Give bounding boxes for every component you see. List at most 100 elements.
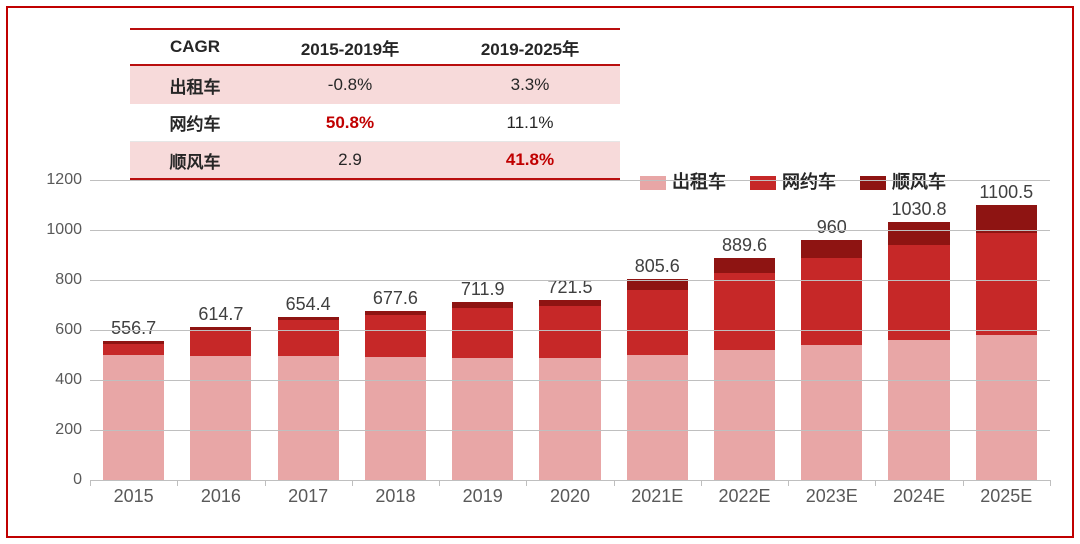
x-tick (875, 480, 876, 486)
x-tick (788, 480, 789, 486)
bar-segment-ride (627, 290, 688, 355)
x-axis-label: 2015 (90, 486, 177, 507)
y-tick-label: 800 (55, 271, 82, 289)
gridline (90, 280, 1050, 281)
stacked-bar: 677.6 (365, 311, 426, 481)
bar-total-label: 614.7 (198, 304, 243, 325)
bar-segment-ride (190, 330, 251, 356)
x-axis-label: 2020 (526, 486, 613, 507)
bar-segment-taxi (714, 350, 775, 480)
x-tick (701, 480, 702, 486)
bar-segment-taxi (278, 356, 339, 480)
x-axis-labels: 2015201620172018201920202021E2022E2023E2… (90, 486, 1050, 507)
bar-total-label: 654.4 (286, 294, 331, 315)
chart-plot-area: 556.7 614.7 654.4 677.6 711.9 721.5 805.6 889.6… (90, 180, 1050, 480)
stacked-bar: 1030.8 (888, 222, 949, 480)
bar-segment-ride (801, 258, 862, 346)
bar-segment-taxi (976, 335, 1037, 480)
x-axis-label: 2025E (963, 486, 1050, 507)
cagr-row-p2: 41.8% (440, 150, 620, 170)
bar-segment-ride (976, 233, 1037, 336)
stacked-bar: 721.5 (539, 300, 600, 480)
x-tick (439, 480, 440, 486)
gridline (90, 430, 1050, 431)
bar-segment-taxi (627, 355, 688, 480)
x-axis-label: 2019 (439, 486, 526, 507)
x-axis-label: 2023E (788, 486, 875, 507)
bar-segment-hitch (976, 205, 1037, 233)
x-tick (90, 480, 91, 486)
y-tick-label: 600 (55, 321, 82, 339)
bar-segment-ride (103, 344, 164, 356)
x-tick (352, 480, 353, 486)
bar-segment-taxi (888, 340, 949, 480)
x-tick (265, 480, 266, 486)
gridline (90, 380, 1050, 381)
bar-total-label: 556.7 (111, 318, 156, 339)
y-tick-label: 0 (73, 471, 82, 489)
cagr-row-p2: 3.3% (440, 75, 620, 95)
bar-segment-ride (888, 245, 949, 340)
bar-segment-hitch (714, 258, 775, 273)
x-tick (1050, 480, 1051, 486)
y-tick-label: 1200 (46, 171, 82, 189)
x-axis-label: 2024E (875, 486, 962, 507)
cagr-row-p2: 11.1% (440, 113, 620, 133)
x-tick (614, 480, 615, 486)
bar-segment-ride (539, 306, 600, 357)
bar-total-label: 1030.8 (891, 199, 946, 220)
bar-segment-taxi (801, 345, 862, 480)
cagr-header-c2: 2015-2019年 (260, 35, 440, 60)
bar-segment-ride (714, 273, 775, 351)
gridline (90, 180, 1050, 181)
cagr-header-c1: CAGR (130, 37, 260, 57)
stacked-bar: 1100.5 (976, 205, 1037, 480)
y-tick-label: 200 (55, 421, 82, 439)
stacked-bar: 711.9 (452, 302, 513, 480)
x-axis-label: 2021E (614, 486, 701, 507)
stacked-bar: 960 (801, 240, 862, 480)
gridline (90, 330, 1050, 331)
bar-total-label: 711.9 (461, 279, 505, 300)
cagr-row-name: 网约车 (130, 110, 260, 135)
x-tick (526, 480, 527, 486)
gridline (90, 480, 1050, 481)
gridline (90, 230, 1050, 231)
stacked-bar: 654.4 (278, 317, 339, 481)
bar-segment-taxi (190, 356, 251, 481)
bar-segment-ride (365, 315, 426, 357)
stacked-bar: 889.6 (714, 258, 775, 481)
bar-total-label: 677.6 (373, 288, 418, 309)
cagr-row-p1: 2.9 (260, 150, 440, 170)
x-tick (177, 480, 178, 486)
cagr-table: CAGR 2015-2019年 2019-2025年 出租车-0.8%3.3%网… (130, 28, 620, 180)
cagr-header-c3: 2019-2025年 (440, 35, 620, 60)
cagr-row-name: 出租车 (130, 73, 260, 98)
x-axis-label: 2018 (352, 486, 439, 507)
y-tick-label: 1000 (46, 221, 82, 239)
bar-segment-taxi (103, 355, 164, 480)
bar-segment-hitch (801, 240, 862, 258)
cagr-row-p1: 50.8% (260, 113, 440, 133)
bar-segment-ride (278, 320, 339, 356)
cagr-row-p1: -0.8% (260, 75, 440, 95)
bar-segment-ride (452, 308, 513, 358)
y-tick-label: 400 (55, 371, 82, 389)
cagr-header-row: CAGR 2015-2019年 2019-2025年 (130, 28, 620, 66)
cagr-row: 顺风车2.941.8% (130, 142, 620, 180)
bar-total-label: 960 (817, 217, 847, 238)
x-axis-label: 2017 (265, 486, 352, 507)
x-tick (963, 480, 964, 486)
bar-segment-taxi (365, 357, 426, 481)
bar-segment-hitch (888, 222, 949, 245)
bar-total-label: 889.6 (722, 235, 767, 256)
stacked-bar: 614.7 (190, 327, 251, 481)
cagr-row: 出租车-0.8%3.3% (130, 66, 620, 104)
x-axis-label: 2022E (701, 486, 788, 507)
x-axis-label: 2016 (177, 486, 264, 507)
cagr-row: 网约车50.8%11.1% (130, 104, 620, 142)
bar-segment-taxi (539, 358, 600, 481)
bar-segment-taxi (452, 358, 513, 481)
bar-total-label: 1100.5 (979, 182, 1033, 203)
bar-total-label: 805.6 (635, 256, 680, 277)
